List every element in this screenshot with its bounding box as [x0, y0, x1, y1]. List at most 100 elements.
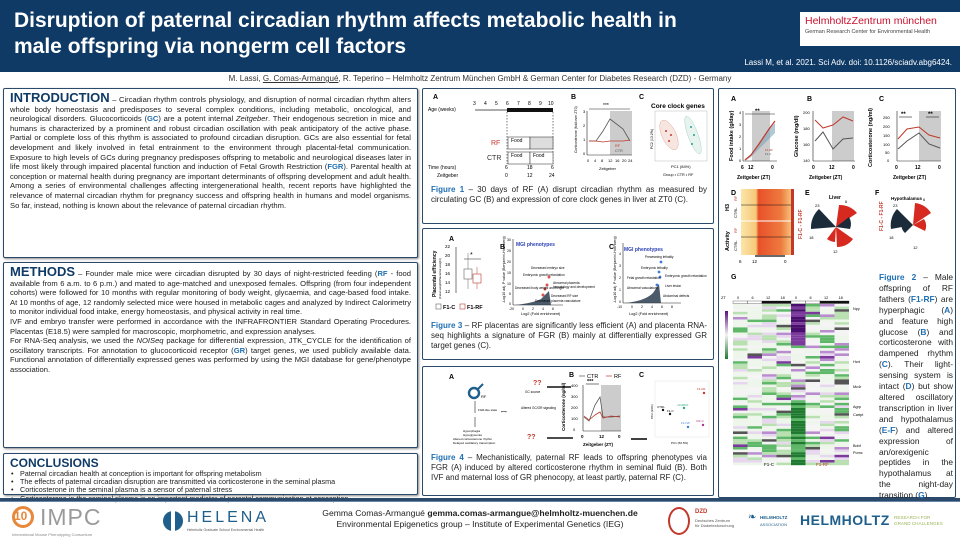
phenotype-label: Embryonic growth retardation [523, 273, 565, 277]
heatmap-cell [820, 348, 835, 351]
gene-label: Hcrt [853, 360, 861, 364]
figure2-caption: Figure 2 – Male offspring of RF fathers … [879, 272, 953, 501]
rose-wedge-f1rf [836, 227, 853, 247]
heatmap-cell [733, 358, 748, 362]
heatmap-cell [791, 434, 806, 437]
intro-text-3: . Their endogenous secretion in mice and… [10, 114, 412, 172]
actogram-heatmap [741, 189, 791, 255]
heatmap-cell [747, 327, 762, 330]
heatmap-cell [747, 332, 762, 336]
rf-point [670, 134, 672, 136]
heatmap-cell [834, 369, 849, 372]
heatmap-cell [820, 376, 835, 380]
x-tick: 0 [581, 434, 584, 439]
heatmap-cell [820, 434, 835, 437]
heatmap-cell [820, 460, 835, 463]
fig4-panel-c: C [639, 372, 644, 379]
heatmap-cell [791, 327, 806, 330]
fig3-panel-b: B [500, 244, 505, 251]
ctr-point [691, 143, 693, 145]
heatmap-cell [776, 322, 791, 325]
heatmap-cell [776, 350, 791, 354]
heatmap-cell [733, 428, 748, 432]
methods-paragraph-2: IVF and embryo transfer were performed i… [10, 316, 411, 336]
heatmap-cell [820, 314, 835, 317]
heatmap-cell [805, 441, 820, 445]
heatmap-cell [776, 392, 791, 395]
fig2-panel-c: C [879, 96, 884, 103]
heatmap-cell [820, 309, 835, 312]
heatmap-cell [805, 330, 820, 333]
light-dark-bar [819, 300, 835, 304]
heatmap-cell [733, 462, 748, 466]
rf-empty-box [529, 136, 554, 150]
heatmap-cell [747, 400, 762, 403]
heatmap-cell [805, 324, 820, 328]
figure4-graphics: A RF FGR-like state Hyperphagia Hypoglyc… [449, 372, 710, 447]
rf-label: RF [491, 140, 500, 147]
dzd-logo: DZD Deutsches Zentrum für Diabetesforsch… [668, 507, 748, 537]
heatmap-cell [805, 353, 820, 356]
volcano-cloud [625, 284, 661, 303]
heatmap-cell [820, 408, 835, 411]
heatmap-cell [805, 436, 820, 440]
y-axis-label: Corticosterone (fold over ZT0) [574, 106, 578, 153]
x-tick: 12 [608, 158, 613, 163]
heatmap-cell [747, 363, 762, 367]
heatmap-cell [834, 449, 849, 453]
heatmap-cell [791, 439, 806, 442]
x-tick: 12 [829, 165, 835, 171]
heatmap-cell [834, 395, 849, 398]
heatmap-cell [733, 379, 748, 382]
heatmap-cell [820, 454, 835, 458]
light-dark-bar [790, 300, 806, 304]
y-tick: 0 [573, 427, 576, 432]
heatmap-cell [834, 330, 849, 333]
food-label: Food [533, 153, 545, 159]
heatmap-cell [791, 405, 806, 408]
heatmap-cell [733, 345, 748, 349]
heatmap-cell [805, 382, 820, 385]
heatmap-cell [791, 395, 806, 398]
legend-f1rf: F1-RF [765, 148, 773, 152]
heatmap-cell [747, 319, 762, 323]
heatmap-cell [805, 322, 820, 325]
legend-f1c: F1-C [443, 305, 455, 311]
heatmap-cell [834, 306, 849, 310]
heatmap-cell [820, 447, 835, 450]
heatmap-cell [820, 387, 835, 390]
heatmap-cell [834, 387, 849, 390]
heatmap-cell [747, 457, 762, 460]
age-tick: 4 [484, 101, 487, 107]
heatmap-cell [776, 439, 791, 442]
efficiency-ylabel: Placental efficiency [432, 250, 438, 297]
title-line-1: Disruption of paternal circadian rhythm … [14, 9, 677, 32]
heatmap-cell [791, 335, 806, 338]
heatmap-cell [805, 350, 820, 354]
heatmap-cell [805, 397, 820, 401]
heatmap-cell [762, 348, 777, 351]
y-tick: 3 [739, 122, 742, 127]
y-tick: 200 [883, 124, 890, 129]
dark-phase-shade [610, 111, 632, 155]
figure2-box: A ** 0 1 2 3 4 Food intake (g/day) 6 12 … [718, 88, 956, 501]
heatmap-cell [805, 418, 820, 421]
pca-frame [654, 110, 708, 162]
pca-point [701, 423, 705, 427]
y-tick: 200 [803, 110, 810, 115]
figure1-caption-text: – 30 days of RF (A) disrupt circadian rh… [431, 185, 707, 204]
rose-wedge-f1c [901, 219, 913, 233]
contact-email[interactable]: gemma.comas-armangue@helmholtz-muenchen.… [427, 508, 638, 518]
heatmap-cell [776, 441, 791, 445]
heatmap-cell [733, 410, 748, 414]
heatmap-cell [762, 413, 777, 416]
heatmap-cell [747, 337, 762, 341]
heatmap-cell [762, 460, 777, 463]
heatmap-cell [820, 441, 835, 445]
heatmap-cell [762, 340, 777, 343]
heatmap-cell [791, 413, 806, 416]
heatmap-cell [791, 311, 806, 315]
g-col-headers: 0 6 12 18 0 6 12 18 [732, 296, 850, 304]
y-tick: 100 [883, 142, 890, 147]
helmholtz-text: HELMHOLTZ [800, 512, 890, 528]
